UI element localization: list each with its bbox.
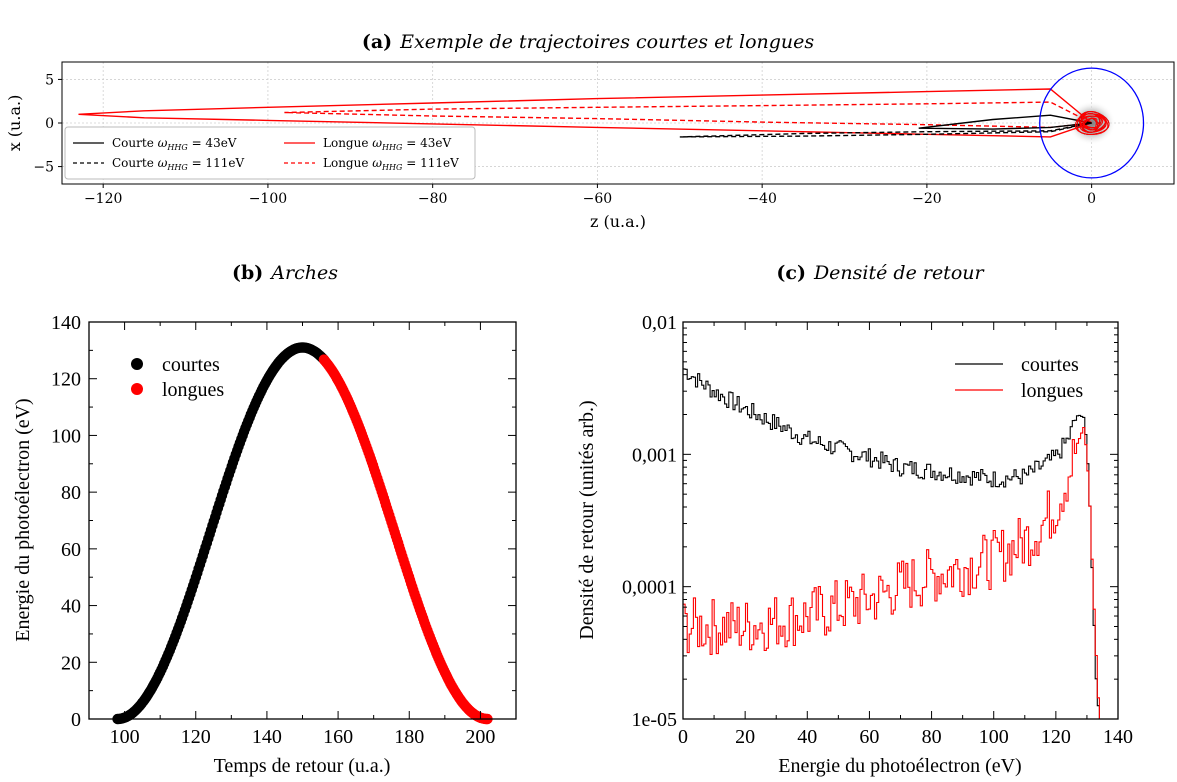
a-xtick-label: −60 xyxy=(583,191,613,207)
a-boundary-circle xyxy=(1039,67,1145,179)
c-series xyxy=(683,368,1100,719)
c-ytick-label: 0,001 xyxy=(632,444,677,466)
a-ylabel: x (u.a.) xyxy=(5,95,24,152)
c-histogram-courtes xyxy=(683,368,1100,719)
a-legend: Courte ωHHG = 43eV Longue ωHHG = 43eV Co… xyxy=(64,126,476,180)
c-ytick-label: 1e-05 xyxy=(631,709,677,731)
c-xtick-label: 100 xyxy=(979,726,1009,748)
caption-b: (b) Arches xyxy=(232,262,338,284)
b-ytick-label: 80 xyxy=(61,482,81,504)
a-ticks: −120 −100 −80 −60 −40 −20 0 −5 0 5 xyxy=(33,72,1096,207)
b-xtick-label: 180 xyxy=(394,726,424,748)
c-xtick-label: 60 xyxy=(859,726,879,748)
a-xlabel: z (u.a.) xyxy=(590,212,646,231)
caption-a: (a) Exemple de trajectoires courtes et lo… xyxy=(362,31,815,53)
b-ytick-label: 40 xyxy=(61,596,81,618)
c-legend: courtes longues xyxy=(955,354,1083,402)
a-trajectory-short-solid xyxy=(918,114,1092,130)
caption-c: (c) Densité de retour xyxy=(776,262,985,284)
b-xtick-label: 120 xyxy=(181,726,211,748)
a-legend-box xyxy=(64,126,476,180)
a-xtick-label: −80 xyxy=(418,191,448,207)
c-xtick-label: 20 xyxy=(735,726,755,748)
b-ytick-label: 0 xyxy=(71,709,81,731)
a-legend-entry-3: Courte ωHHG = 111eV xyxy=(112,156,244,172)
c-xlabel: Energie du photoélectron (eV) xyxy=(778,755,1021,777)
c-legend-label-courtes: courtes xyxy=(1021,354,1079,376)
c-legend-label-longues: longues xyxy=(1021,380,1083,402)
a-core-density xyxy=(1067,101,1116,145)
b-ticks: 100 120 140 160 180 200 0 20 40 60 80 100 120 140 xyxy=(51,312,517,748)
b-ytick-label: 140 xyxy=(51,312,81,334)
panel-c-densite: 0 20 40 60 80 100 120 140 1e-05 0,0001 0,001 0,01 E… xyxy=(576,312,1133,777)
b-legend-label-longues: longues xyxy=(162,379,224,401)
c-histogram-longues xyxy=(683,426,1100,719)
b-ytick-label: 120 xyxy=(51,369,81,391)
c-ytick-label: 0,0001 xyxy=(622,577,677,599)
a-legend-entry-4: Longue ωHHG = 111eV xyxy=(323,156,459,172)
b-legend-marker-longues xyxy=(131,383,143,395)
a-ytick-label: −5 xyxy=(33,160,54,176)
a-series xyxy=(78,67,1145,179)
a-trajectory-long-solid xyxy=(78,88,1093,138)
b-legend-label-courtes: courtes xyxy=(162,354,220,376)
a-xtick-label: −20 xyxy=(912,191,942,207)
b-ytick-label: 100 xyxy=(51,425,81,447)
c-xtick-label: 140 xyxy=(1103,726,1133,748)
c-ylabel: Densité de retour (unités arb.) xyxy=(576,400,598,639)
b-series xyxy=(112,342,493,725)
c-xtick-label: 40 xyxy=(797,726,817,748)
b-xtick-label: 200 xyxy=(465,726,495,748)
a-trajectory-long-dashed xyxy=(284,101,1092,129)
b-ylabel: Energie du photoélectron (eV) xyxy=(12,398,34,641)
a-core-loop xyxy=(1081,115,1104,131)
a-core-loop xyxy=(1082,117,1098,129)
b-frame xyxy=(88,321,517,720)
b-legend-marker-courtes xyxy=(131,358,143,370)
c-xtick-label: 0 xyxy=(678,726,688,748)
a-legend-entry-2: Longue ωHHG = 43eV xyxy=(323,136,451,152)
a-xtick-label: −100 xyxy=(249,191,287,207)
b-ytick-label: 20 xyxy=(61,652,81,674)
b-xtick-label: 160 xyxy=(323,726,353,748)
a-xtick-label: 0 xyxy=(1087,191,1096,207)
a-ytick-label: 5 xyxy=(45,72,54,88)
a-core-loop xyxy=(1074,110,1109,136)
b-xtick-label: 100 xyxy=(110,726,140,748)
panel-a-trajectories: −120 −100 −80 −60 −40 −20 0 −5 0 5 z (u.a.) x (u.… xyxy=(5,61,1175,231)
b-xlabel: Temps de retour (u.a.) xyxy=(214,755,391,777)
a-ytick-label: 0 xyxy=(45,116,54,132)
b-ytick-label: 60 xyxy=(61,539,81,561)
c-xtick-label: 80 xyxy=(922,726,942,748)
a-xtick-label: −40 xyxy=(747,191,777,207)
c-ytick-label: 0,01 xyxy=(642,312,677,334)
c-xtick-label: 120 xyxy=(1041,726,1071,748)
b-xtick-label: 140 xyxy=(252,726,282,748)
a-core-loop xyxy=(1079,113,1107,133)
a-legend-entry-1: Courte ωHHG = 43eV xyxy=(112,136,237,152)
c-ticks: 0 20 40 60 80 100 120 140 1e-05 0,0001 0,001 0,01 xyxy=(622,312,1133,748)
a-trajectory-short-dashed xyxy=(679,122,1092,138)
b-legend: courtes longues xyxy=(131,354,224,401)
panel-b-arches: 100 120 140 160 180 200 0 20 40 60 80 100 120 140 Tem… xyxy=(12,312,517,777)
a-xtick-label: −120 xyxy=(84,191,122,207)
